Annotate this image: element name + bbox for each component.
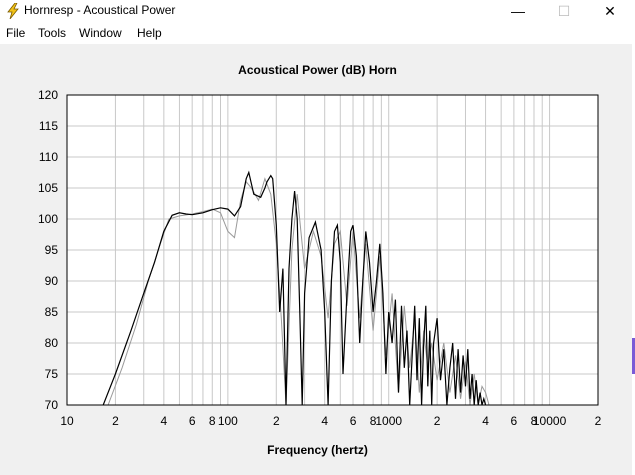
x-tick-label: 6 <box>511 414 518 428</box>
title-bar[interactable]: Hornresp - Acoustical Power — ☐ ✕ <box>0 0 635 22</box>
y-tick-label: 110 <box>39 150 58 164</box>
series-line-secondary <box>107 177 490 405</box>
y-tick-label: 95 <box>45 243 59 257</box>
y-tick-label: 80 <box>45 336 59 350</box>
series-line-primary <box>102 170 487 405</box>
x-tick-label: 100 <box>218 414 238 428</box>
x-tick-label: 4 <box>321 414 328 428</box>
plot-frame <box>66 94 599 406</box>
y-tick-label: 85 <box>45 305 59 319</box>
x-tick-label: 2 <box>434 414 441 428</box>
x-tick-label: 8 <box>370 414 377 428</box>
y-tick-label: 115 <box>39 119 58 133</box>
y-tick-label: 90 <box>45 274 59 288</box>
x-tick-label: 1000 <box>375 414 402 428</box>
menu-bar: File Tools Window Help <box>0 22 635 44</box>
x-tick-label: 4 <box>482 414 489 428</box>
x-tick-label: 6 <box>350 414 357 428</box>
x-tick-label: 2 <box>595 414 602 428</box>
chart-title: Acoustical Power (dB) Horn <box>238 63 397 77</box>
lightning-bolt-icon <box>7 3 19 19</box>
x-tick-label: 6 <box>189 414 196 428</box>
y-tick-label: 105 <box>38 181 58 195</box>
close-button[interactable]: ✕ <box>604 3 616 19</box>
y-tick-label: 70 <box>45 398 59 412</box>
edge-highlight <box>632 338 635 374</box>
menu-window[interactable]: Window <box>79 26 122 40</box>
maximize-button[interactable]: ☐ <box>557 3 571 19</box>
menu-file[interactable]: File <box>6 26 26 40</box>
x-tick-label: 10000 <box>533 414 567 428</box>
x-tick-label: 8 <box>209 414 216 428</box>
y-tick-label: 100 <box>38 212 58 226</box>
menu-tools[interactable]: Tools <box>38 26 67 40</box>
y-tick-label: 120 <box>38 88 58 102</box>
x-tick-label: 8 <box>531 414 538 428</box>
y-tick-label: 75 <box>45 367 59 381</box>
x-tick-label: 2 <box>112 414 119 428</box>
x-axis-label: Frequency (hertz) <box>267 443 368 457</box>
x-tick-label: 10 <box>60 414 74 428</box>
menu-help[interactable]: Help <box>137 26 162 40</box>
minimize-button[interactable]: — <box>511 3 525 19</box>
window-edge <box>632 44 635 475</box>
x-tick-label: 2 <box>273 414 280 428</box>
window-title: Hornresp - Acoustical Power <box>24 3 176 17</box>
x-tick-label: 4 <box>161 414 168 428</box>
